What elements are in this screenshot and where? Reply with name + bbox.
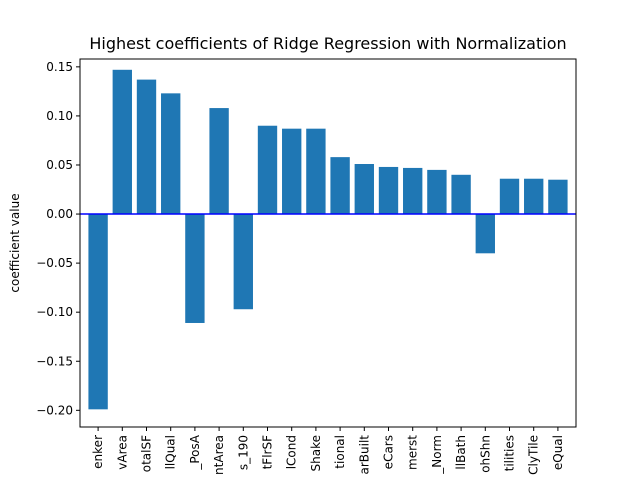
bar — [185, 214, 205, 323]
bar — [499, 178, 520, 215]
x-tick-label: otalSF — [140, 435, 154, 472]
bar — [88, 214, 108, 410]
y-tick-label: −0.05 — [36, 256, 73, 270]
x-tick-label: arBuilt — [357, 435, 371, 475]
x-axis: enker vArea otalSF llQual _PosA ntArea s_190 tF… — [91, 427, 565, 475]
x-tick-label: eCars — [382, 435, 396, 469]
bar — [548, 179, 568, 215]
y-tick-label: 0.10 — [46, 109, 73, 123]
bar — [475, 214, 495, 254]
x-tick-label: eQual — [551, 435, 565, 470]
bar — [233, 214, 253, 310]
y-tick-label: 0.15 — [46, 60, 73, 74]
y-axis-label: coefficient value — [8, 193, 22, 292]
x-tick-label: Shake — [309, 435, 323, 471]
y-axis: 0.15 0.10 0.05 0.00 −0.05 −0.10 −0.15 −0.20 — [36, 60, 80, 417]
bar — [524, 178, 544, 215]
x-tick-label: vArea — [115, 435, 129, 470]
x-tick-label: ClyTile — [527, 435, 541, 475]
bar — [306, 128, 326, 215]
x-tick-label: ohShn — [478, 435, 492, 473]
x-tick-label: tional — [333, 435, 347, 469]
x-tick-label: merst — [406, 435, 420, 470]
bar — [378, 166, 399, 215]
x-tick-label: _PosA — [188, 434, 202, 470]
bar — [257, 125, 278, 215]
bar — [112, 69, 132, 215]
bar — [136, 79, 157, 215]
bar — [403, 167, 423, 215]
x-tick-label: enker — [91, 435, 105, 469]
bar — [282, 128, 302, 215]
x-tick-label: lCond — [285, 435, 299, 469]
x-tick-label: tFlrSF — [261, 435, 275, 469]
bar — [330, 157, 350, 215]
bar — [427, 169, 447, 215]
bar — [209, 108, 229, 215]
bar — [161, 93, 181, 215]
x-tick-label: s_190 — [236, 435, 250, 470]
y-tick-label: −0.10 — [36, 305, 73, 319]
y-tick-label: −0.20 — [36, 403, 73, 417]
bar — [451, 174, 471, 215]
y-tick-label: 0.00 — [46, 207, 73, 221]
x-tick-label: ntArea — [212, 435, 226, 475]
x-tick-label: llQual — [164, 435, 178, 469]
x-tick-label: tilities — [503, 435, 517, 471]
x-tick-label: _Norm — [430, 435, 444, 475]
bars-group — [88, 69, 568, 410]
y-tick-label: −0.15 — [36, 354, 73, 368]
x-tick-label: llBath — [454, 435, 468, 470]
chart-title: Highest coefficients of Ridge Regression… — [89, 34, 566, 53]
bar — [354, 164, 374, 215]
y-tick-label: 0.05 — [46, 158, 73, 172]
plot-frame — [79, 58, 577, 428]
